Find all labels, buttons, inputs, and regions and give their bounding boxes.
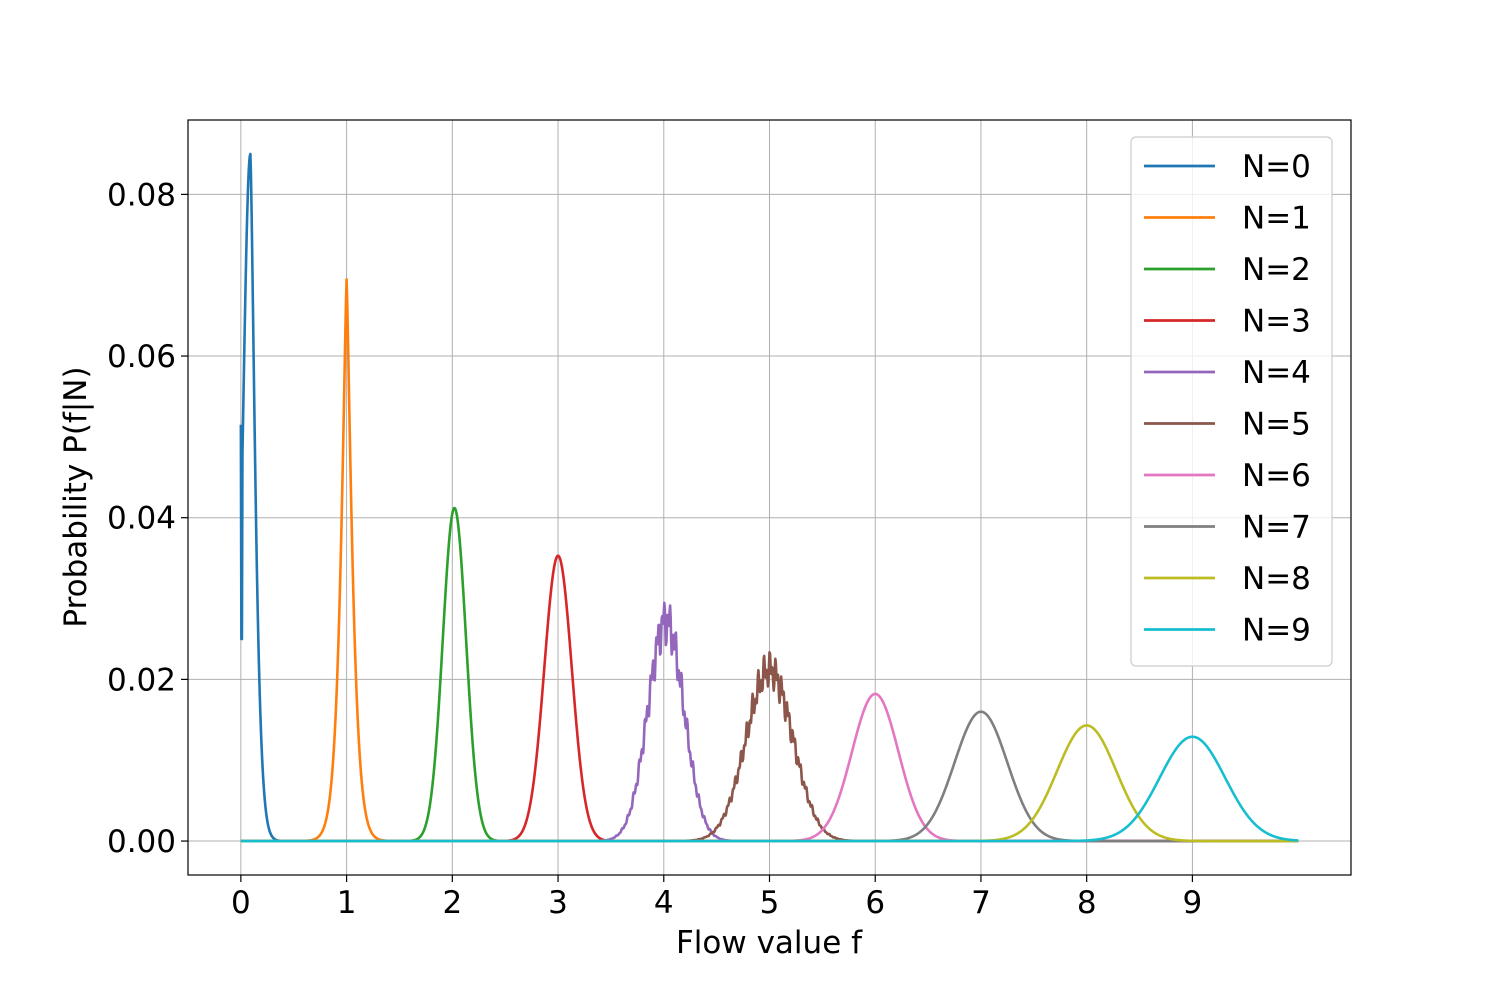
legend-label: N=2 (1242, 252, 1311, 288)
y-tick-label: 0.00 (107, 824, 176, 860)
x-tick-label: 1 (337, 885, 357, 921)
x-axis-ticks: 0 1 2 3 4 5 6 7 8 9 (231, 875, 1202, 921)
x-tick-label: 5 (760, 885, 780, 921)
legend-label: N=1 (1242, 201, 1311, 237)
legend-label: N=6 (1242, 458, 1311, 494)
x-tick-label: 3 (548, 885, 568, 921)
y-tick-label: 0.06 (107, 339, 176, 375)
x-axis-label: Flow value f (676, 925, 863, 961)
series-line-n-9 (240, 735, 1299, 843)
x-tick-label: 2 (442, 885, 462, 921)
y-axis-label: Probability P(f|N) (58, 366, 94, 627)
legend-label: N=3 (1242, 304, 1311, 340)
legend: N=0 N=1 N=2 N=3 N=4 N=5 N=6 N=7 N=8 N=9 (1130, 136, 1333, 667)
y-tick-label: 0.08 (107, 177, 176, 213)
x-tick-label: 9 (1183, 885, 1203, 921)
x-tick-label: 0 (231, 885, 251, 921)
x-tick-label: 8 (1077, 885, 1097, 921)
legend-label: N=7 (1242, 510, 1311, 546)
series-lines (239, 152, 1299, 843)
y-axis-ticks: 0.00 0.02 0.04 0.06 0.08 (107, 177, 188, 860)
legend-label: N=4 (1242, 355, 1311, 391)
legend-label: N=8 (1242, 561, 1311, 597)
x-tick-label: 7 (971, 885, 991, 921)
y-tick-label: 0.02 (107, 662, 176, 698)
x-tick-label: 4 (654, 885, 674, 921)
legend-label: N=5 (1242, 407, 1311, 443)
y-tick-label: 0.04 (107, 501, 176, 537)
legend-label: N=9 (1242, 613, 1311, 649)
legend-label: N=0 (1242, 149, 1311, 185)
x-tick-label: 6 (865, 885, 885, 921)
